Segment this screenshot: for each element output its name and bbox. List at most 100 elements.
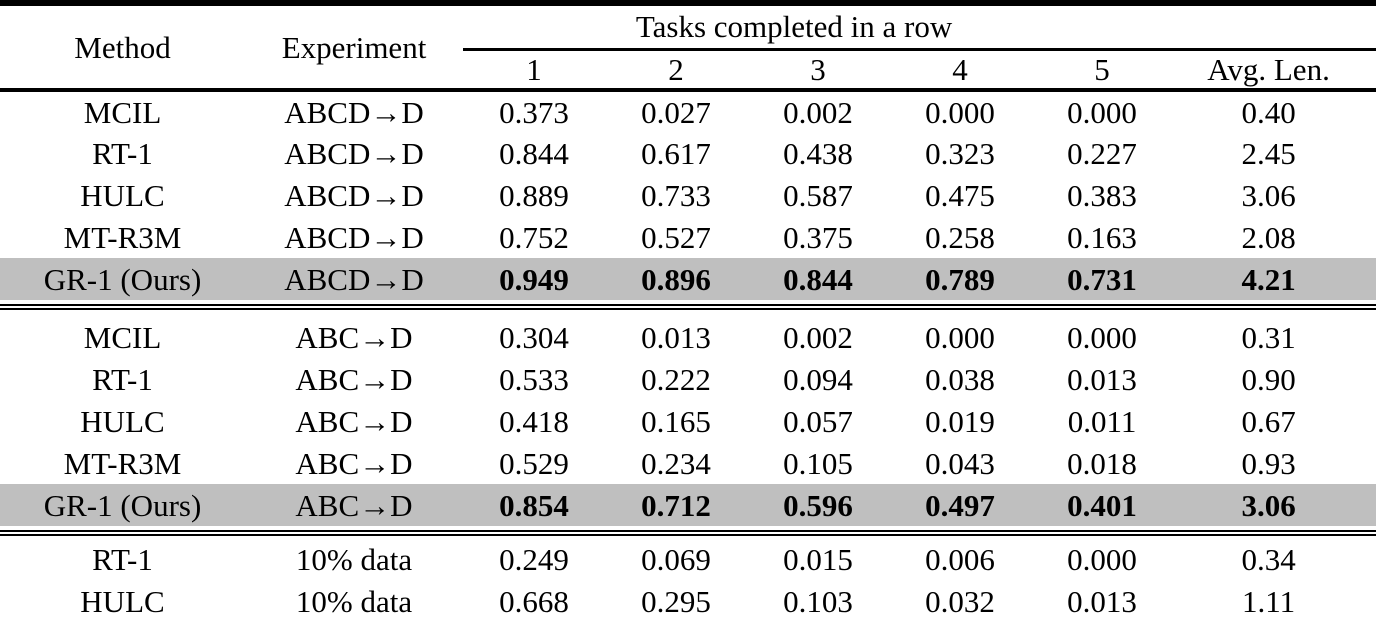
value-cell: 0.383 [1067, 177, 1137, 213]
table-header: Method Experiment Tasks completed in a r… [0, 3, 1376, 92]
method-cell: GR-1 (Ours) [0, 484, 245, 526]
col-header-task-3: 3 [747, 49, 889, 92]
table-row: RT-1 ABC→D 0.533 0.222 0.094 0.038 0.013… [0, 358, 1376, 400]
value-cell: 0.527 [641, 219, 711, 255]
experiment-cell: ABCD→D [284, 135, 424, 171]
table-row: MCIL ABC→D 0.304 0.013 0.002 0.000 0.000… [0, 316, 1376, 358]
avg-len-cell: 2.45 [1241, 135, 1296, 171]
value-cell: 0.373 [499, 94, 569, 130]
value-cell: 0.752 [499, 219, 569, 255]
value-cell: 0.896 [605, 258, 747, 300]
value-cell: 0.529 [499, 445, 569, 481]
value-cell: 0.018 [1067, 445, 1137, 481]
table-row: RT-1 ABCD→D 0.844 0.617 0.438 0.323 0.22… [0, 132, 1376, 174]
col-header-task-2: 2 [605, 49, 747, 92]
value-cell: 0.401 [1031, 484, 1174, 526]
value-cell: 0.375 [783, 219, 853, 255]
value-cell: 0.038 [925, 361, 995, 397]
avg-len-cell: 0.40 [1241, 94, 1296, 130]
block-10-percent-data: RT-1 10% data 0.249 0.069 0.015 0.006 0.… [0, 538, 1376, 622]
value-cell: 0.295 [641, 583, 711, 619]
value-cell: 0.163 [1067, 219, 1137, 255]
method-cell: HULC [80, 403, 165, 439]
value-cell: 0.304 [499, 319, 569, 355]
method-cell: RT-1 [92, 361, 153, 397]
value-cell: 0.789 [889, 258, 1031, 300]
col-header-task-1: 1 [463, 49, 605, 92]
table-row-highlighted: GR-1 (Ours) ABC→D 0.854 0.712 0.596 0.49… [0, 484, 1376, 526]
method-cell: RT-1 [92, 541, 153, 577]
value-cell: 0.013 [1067, 361, 1137, 397]
table-row: MCIL ABCD→D 0.373 0.027 0.002 0.000 0.00… [0, 90, 1376, 132]
value-cell: 0.019 [925, 403, 995, 439]
table-row: MT-R3M ABC→D 0.529 0.234 0.105 0.043 0.0… [0, 442, 1376, 484]
avg-len-cell: 2.08 [1241, 219, 1296, 255]
value-cell: 0.000 [1067, 319, 1137, 355]
value-cell: 0.015 [783, 541, 853, 577]
avg-len-cell: 0.31 [1241, 319, 1296, 355]
value-cell: 0.002 [783, 319, 853, 355]
value-cell: 0.000 [925, 94, 995, 130]
value-cell: 0.587 [783, 177, 853, 213]
experiment-cell: ABCD→D [284, 94, 424, 130]
value-cell: 0.234 [641, 445, 711, 481]
experiment-cell: 10% data [295, 583, 413, 619]
value-cell: 0.000 [925, 319, 995, 355]
table-row: RT-1 10% data 0.249 0.069 0.015 0.006 0.… [0, 538, 1376, 580]
double-rule-separator [0, 300, 1376, 316]
table-row: MT-R3M ABCD→D 0.752 0.527 0.375 0.258 0.… [0, 216, 1376, 258]
avg-len-cell: 4.21 [1173, 258, 1376, 300]
value-cell: 0.249 [499, 541, 569, 577]
experiment-cell: ABCD→D [284, 219, 424, 255]
experiment-cell: ABC→D [295, 319, 413, 355]
value-cell: 0.227 [1067, 135, 1137, 171]
col-header-avg-len: Avg. Len. [1173, 49, 1376, 92]
col-header-experiment: Experiment [245, 3, 463, 92]
avg-len-cell: 3.06 [1241, 177, 1296, 213]
value-cell: 0.733 [641, 177, 711, 213]
value-cell: 0.011 [1067, 403, 1137, 439]
value-cell: 0.165 [641, 403, 711, 439]
value-cell: 0.013 [641, 319, 711, 355]
value-cell: 0.258 [925, 219, 995, 255]
value-cell: 0.533 [499, 361, 569, 397]
experiment-cell: ABC→D [295, 403, 413, 439]
value-cell: 0.002 [783, 94, 853, 130]
experiment-cell: 10% data [295, 541, 413, 577]
experiment-cell: ABC→D [295, 445, 413, 481]
col-header-method: Method [0, 3, 245, 92]
block-abc-to-d: MCIL ABC→D 0.304 0.013 0.002 0.000 0.000… [0, 316, 1376, 538]
header-row-group: Method Experiment Tasks completed in a r… [0, 3, 1376, 92]
avg-len-cell: 0.93 [1241, 445, 1296, 481]
value-cell: 0.043 [925, 445, 995, 481]
value-cell: 0.438 [783, 135, 853, 171]
value-cell: 0.057 [783, 403, 853, 439]
avg-len-cell: 3.06 [1173, 484, 1376, 526]
col-header-task-4: 4 [889, 49, 1031, 92]
table-row: HULC 10% data 0.668 0.295 0.103 0.032 0.… [0, 580, 1376, 622]
experiment-cell: ABC→D [245, 484, 463, 526]
tasks-group-rule-extension [1173, 3, 1376, 51]
value-cell: 0.103 [783, 583, 853, 619]
tasks-group-header: Tasks completed in a row [463, 3, 1174, 51]
value-cell: 0.000 [1067, 94, 1137, 130]
experiment-cell: ABCD→D [284, 177, 424, 213]
method-cell: GR-1 (Ours) [0, 258, 245, 300]
value-cell: 0.617 [641, 135, 711, 171]
header-row-counts: 1 2 3 4 5 Avg. Len. [0, 49, 1376, 92]
value-cell: 0.013 [1067, 583, 1137, 619]
table-row: HULC ABC→D 0.418 0.165 0.057 0.019 0.011… [0, 400, 1376, 442]
value-cell: 0.475 [925, 177, 995, 213]
double-rule-separator [0, 526, 1376, 538]
experiment-cell: ABC→D [295, 361, 413, 397]
method-cell: HULC [80, 583, 165, 619]
method-cell: MT-R3M [63, 445, 182, 481]
value-cell: 0.069 [641, 541, 711, 577]
value-cell: 0.596 [747, 484, 889, 526]
method-cell: RT-1 [92, 135, 153, 171]
value-cell: 0.712 [605, 484, 747, 526]
value-cell: 0.027 [641, 94, 711, 130]
value-cell: 0.000 [1067, 541, 1137, 577]
